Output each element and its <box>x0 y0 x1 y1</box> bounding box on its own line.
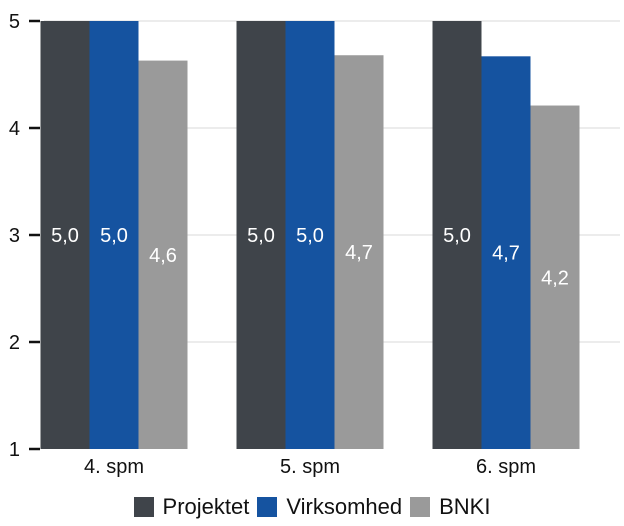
data-label: 5,0 <box>51 225 79 247</box>
legend-swatch <box>257 497 278 517</box>
bar <box>138 60 188 450</box>
bar <box>236 21 286 449</box>
y-tick-label: 3 <box>9 225 20 247</box>
legend-label: Virksomhed <box>286 494 403 519</box>
x-tick-label: 5. spm <box>280 456 340 478</box>
data-label: 4,6 <box>149 245 177 267</box>
y-tick-label: 5 <box>9 11 20 33</box>
data-label: 5,0 <box>100 225 128 247</box>
data-label: 4,7 <box>345 242 373 264</box>
legend-swatch <box>133 497 154 517</box>
y-axis: 1 2 3 4 5 <box>9 11 40 461</box>
data-label: 5,0 <box>247 225 275 247</box>
bar <box>285 21 335 449</box>
bar <box>89 21 139 449</box>
legend-swatch <box>410 497 431 517</box>
bars <box>40 21 580 450</box>
bar <box>334 55 384 450</box>
bar <box>40 21 90 449</box>
bar-chart: 1 2 3 4 5 5,0 5,0 4,6 5,0 5,0 4,7 5,0 4,7 4,2 4. spm… <box>9 11 620 478</box>
legend-item: Virksomhed <box>257 494 402 520</box>
data-labels: 5,0 5,0 4,6 5,0 5,0 4,7 5,0 4,7 4,2 <box>51 225 569 289</box>
data-label: 5,0 <box>296 225 324 247</box>
bar <box>530 105 580 449</box>
legend-label: BNKI <box>439 494 491 519</box>
legend-item: Projektet <box>133 494 250 520</box>
x-tick-label: 6. spm <box>476 456 536 478</box>
y-tick-label: 2 <box>9 332 20 354</box>
data-label: 4,7 <box>492 243 520 265</box>
x-tick-label: 4. spm <box>84 456 144 478</box>
bar <box>481 56 531 450</box>
legend-label: Projektet <box>162 494 250 519</box>
y-tick-label: 1 <box>9 439 20 461</box>
bar <box>432 21 482 449</box>
y-tick-label: 4 <box>9 118 20 140</box>
legend-item: BNKI <box>410 494 490 520</box>
data-label: 5,0 <box>443 225 471 247</box>
x-axis: 4. spm 5. spm 6. spm <box>84 456 536 478</box>
data-label: 4,2 <box>541 267 569 289</box>
legend: Projektet Virksomhed BNKI <box>0 494 624 523</box>
